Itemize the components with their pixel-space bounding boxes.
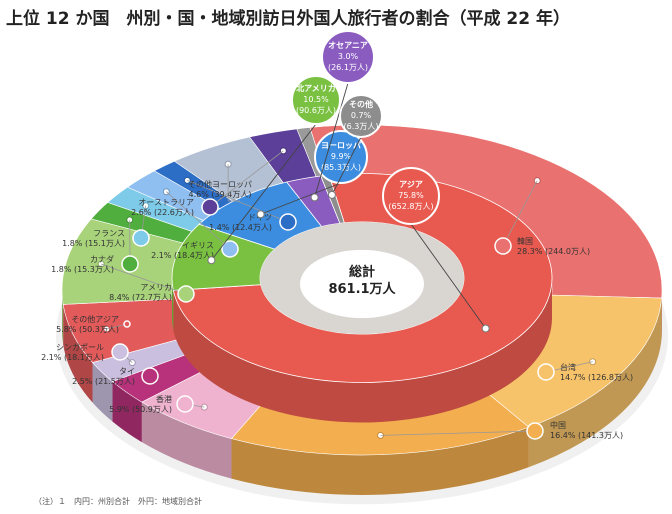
callout-bubble — [132, 229, 150, 247]
leader-line — [101, 263, 187, 295]
outer-wall — [112, 381, 142, 443]
slice-label: その他ヨーロッパ — [188, 179, 252, 189]
region-bubble-label: 10.5% — [303, 95, 329, 104]
leader-dot — [207, 256, 216, 265]
slice-label: 1.8% (15.1万人) — [62, 239, 125, 248]
region-bubble-label: 3.0% — [338, 52, 359, 61]
region-bubble — [314, 130, 368, 184]
slice-label: シンガポール — [56, 342, 104, 352]
region-bubble-label: (652.8万人) — [388, 202, 433, 211]
leader-line — [502, 180, 538, 247]
slice-label: 中国 — [550, 420, 566, 430]
leader-dot — [327, 190, 336, 199]
slice-label: 14.7% (126.8万人) — [560, 373, 633, 382]
region-bubble-label: (90.6万人) — [296, 106, 336, 115]
slice-label: 28.3% (244.0万人) — [517, 247, 590, 256]
callout-bubble — [176, 395, 194, 413]
region-bubble-label: (6.3万人) — [344, 122, 379, 131]
slice-label: 2.1% (18.1万人) — [41, 353, 104, 362]
callout-bubble — [111, 343, 129, 361]
region-bubble-label: 北アメリカ — [296, 83, 336, 93]
leader-line — [211, 123, 317, 261]
inner-wall — [172, 278, 174, 331]
chart-note: （注）１ 内円：州別合計 外円：地域別合計 — [34, 497, 202, 506]
slice-label: オーストラリア — [138, 198, 194, 207]
slice-label: 台湾 — [560, 362, 576, 372]
leader-line — [166, 191, 231, 250]
leader-line — [227, 164, 240, 202]
slice-label: 2.1% (18.4万人) — [151, 251, 214, 260]
region-bubble-label: 9.9% — [331, 152, 352, 161]
region-bubble — [321, 30, 375, 84]
callout-bubble — [141, 367, 159, 385]
callout-bubble — [177, 285, 195, 303]
region-bubble-label: ヨーロッパ — [321, 140, 361, 150]
region-bubble-label: (85.3万人) — [321, 163, 361, 172]
slice-label: 2.6% (22.6万人) — [131, 208, 194, 217]
slice-label: 1.8% (15.3万人) — [51, 265, 114, 274]
slice-label: イギリス — [182, 241, 214, 250]
region-bubble-label: (26.1万人) — [328, 63, 368, 72]
outer-wall — [141, 402, 232, 479]
slice-label: 1.4% (12.4万人) — [209, 223, 272, 232]
region-bubble — [291, 75, 341, 125]
region-bubble-label: アジア — [399, 180, 423, 189]
slice-label: 5.9% (50.9万人) — [109, 405, 172, 414]
region-bubble-label: 0.7% — [351, 111, 372, 120]
slice-label: 韓国 — [517, 236, 533, 246]
outer-wall — [528, 298, 662, 468]
region-bubble-label: オセアニア — [328, 41, 368, 50]
leader-line — [314, 82, 349, 198]
leader-line — [209, 150, 284, 208]
center-label: 総計 — [349, 264, 375, 280]
region-bubble-label: 75.8% — [398, 191, 424, 200]
slice-label: 2.5% (21.5万人) — [72, 377, 135, 386]
region-bubble — [382, 167, 440, 225]
slice-label: タイ — [119, 367, 135, 376]
slice-label: アメリカ — [140, 283, 172, 292]
slice-label: 8.4% (72.7万人) — [109, 293, 172, 302]
callout-bubble — [279, 213, 297, 231]
callout-bubble — [221, 240, 239, 258]
region-bubble-label: その他 — [349, 99, 373, 109]
slice-label: 16.4% (141.3万人) — [550, 431, 623, 440]
outer-wall — [231, 427, 529, 495]
slice-label: カナダ — [90, 254, 114, 264]
inner-wall — [173, 278, 552, 423]
leader-dot — [310, 193, 319, 202]
slice-label: 香港 — [156, 394, 172, 404]
callout-bubble — [201, 198, 219, 216]
leader-dot — [481, 324, 490, 333]
leader-line — [331, 136, 362, 196]
region-bubble — [339, 94, 383, 138]
slice-label: フランス — [93, 229, 125, 238]
center-label: 861.1万人 — [328, 281, 396, 297]
leader-dot — [256, 210, 265, 219]
leader-line — [410, 223, 487, 329]
page-title: 上位 12 か国 州別・国・地域別訪日外国人旅行者の割合（平成 22 年） — [6, 9, 570, 29]
callout-bubble — [494, 237, 512, 255]
slice-label: 4.6% (39.4万人) — [189, 190, 252, 199]
slice-label: その他アジア — [71, 314, 119, 324]
center-disc — [300, 249, 424, 319]
outer-wall — [92, 362, 113, 422]
callout-bubble — [123, 320, 131, 328]
callout-bubble — [537, 363, 555, 381]
leader-line — [260, 182, 342, 215]
leader-line — [380, 430, 536, 436]
callout-bubble — [121, 255, 139, 273]
callout-bubble — [526, 422, 544, 440]
slice-label: 5.8% (50.3万人) — [56, 325, 119, 334]
outer-wall — [63, 304, 93, 403]
